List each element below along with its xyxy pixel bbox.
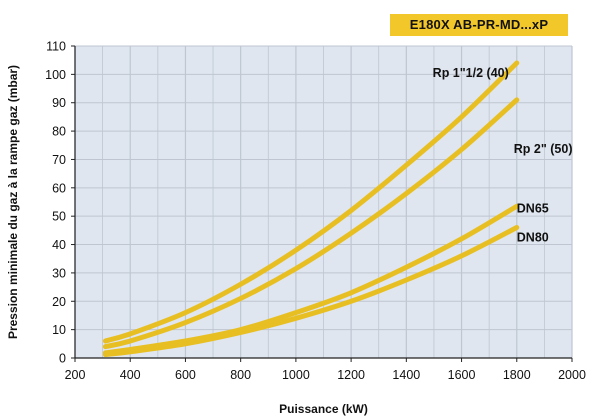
series-label: Rp 2" (50) [514,142,573,156]
y-tick-label: 30 [52,266,66,280]
y-tick-label: 40 [52,238,66,252]
y-tick-label: 70 [52,153,66,167]
chart-title: E180X AB-PR-MD...xP [390,14,568,36]
y-tick-label: 80 [52,125,66,139]
y-tick-label: 90 [52,96,66,110]
x-tick-label: 200 [65,368,86,382]
series-label: Rp 1"1/2 (40) [433,66,509,80]
x-tick-label: 400 [120,368,141,382]
x-tick-label: 1200 [337,368,365,382]
y-tick-label: 10 [52,323,66,337]
x-tick-label: 800 [230,368,251,382]
x-tick-label: 1800 [503,368,531,382]
y-tick-label: 100 [45,68,66,82]
series-label: DN80 [517,231,549,245]
series-label: DN65 [517,201,549,215]
y-tick-label: 0 [59,352,66,366]
y-axis-label: Pression minimale du gaz à la rampe gaz … [6,65,20,339]
y-tick-label: 110 [46,40,66,54]
x-tick-label: 2000 [558,368,586,382]
x-tick-label: 1400 [392,368,420,382]
series-line [102,60,520,344]
y-tick-label: 20 [52,295,66,309]
y-tick-label: 50 [52,210,66,224]
x-tick-label: 600 [175,368,196,382]
y-tick-label: 60 [52,181,66,195]
series-line [102,97,520,350]
x-tick-label: 1000 [282,368,310,382]
x-tick-label: 1600 [448,368,476,382]
x-axis-label: Puissance (kW) [279,402,368,416]
series-line [102,225,520,358]
